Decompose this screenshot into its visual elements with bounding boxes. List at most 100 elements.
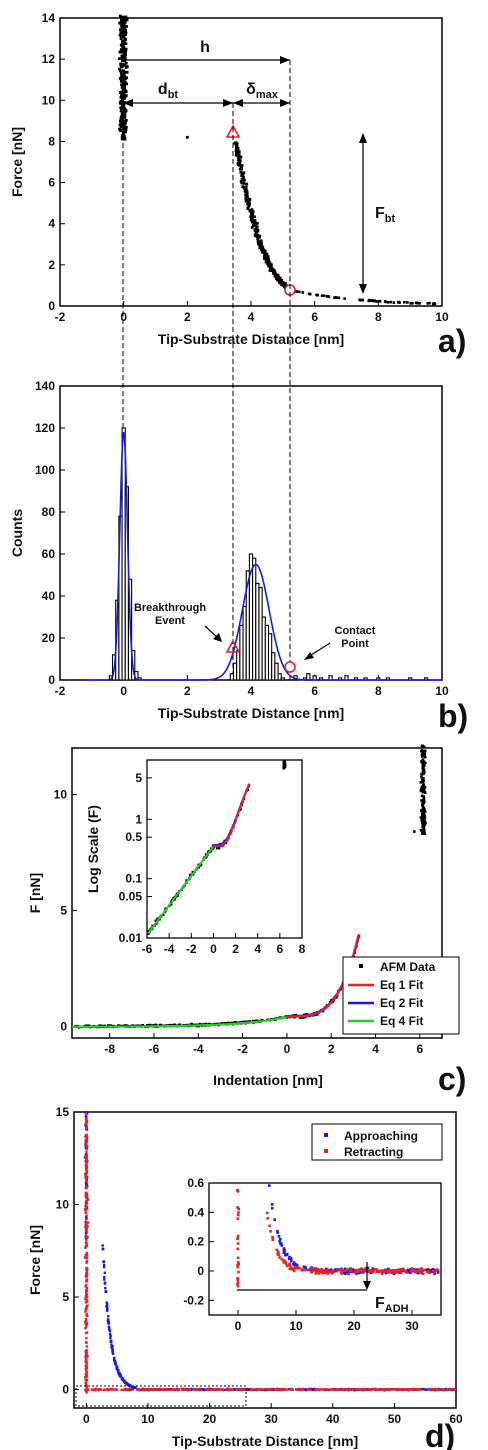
- panel-c-inset-x-tick-label: -2: [186, 942, 197, 956]
- retract-point: [198, 1388, 202, 1391]
- retract-point: [85, 1257, 89, 1260]
- force-point: [237, 159, 241, 163]
- force-point: [121, 95, 125, 99]
- inset-retract-point: [427, 1269, 431, 1273]
- retract-point: [361, 1388, 364, 1391]
- retract-point: [258, 1388, 261, 1391]
- approach-point: [109, 1336, 112, 1340]
- panel-d-y-tick-label: 0: [62, 1383, 69, 1397]
- inset-retract-point: [385, 1269, 388, 1273]
- inset-retract-point: [315, 1270, 318, 1274]
- force-point: [122, 42, 126, 45]
- breakthrough-pointer-head: [213, 633, 222, 642]
- afm-point: [423, 819, 426, 823]
- afm-point: [420, 759, 423, 763]
- force-point: [325, 294, 329, 298]
- force-point: [315, 293, 319, 297]
- force-point: [124, 61, 128, 65]
- retract-point: [85, 1261, 88, 1264]
- approach-point: [202, 1388, 205, 1391]
- retract-point: [282, 1388, 285, 1391]
- panel-d-x-tick-label: 0: [83, 1412, 90, 1426]
- retract-point: [86, 1198, 90, 1201]
- force-point: [244, 193, 248, 197]
- inset-retract-point: [236, 1284, 240, 1288]
- afm-point: [154, 1023, 157, 1027]
- afm-point: [423, 791, 427, 794]
- force-point: [123, 123, 126, 127]
- panel-c-label: c): [438, 1061, 466, 1097]
- afm-point: [420, 787, 423, 791]
- retract-point: [261, 1388, 264, 1391]
- inset-eq1-fit: [213, 783, 251, 848]
- approach-point: [133, 1386, 136, 1389]
- afm-point: [422, 764, 426, 767]
- inset-retract-point: [344, 1269, 348, 1273]
- afm-point: [419, 816, 423, 819]
- fbt-label: Fbt: [375, 205, 396, 225]
- panel-b-y-tick-label: 80: [42, 505, 56, 519]
- retract-point: [84, 1296, 87, 1299]
- retract-point: [85, 1391, 88, 1394]
- panel-b-label: b): [438, 698, 468, 734]
- retract-point: [85, 1336, 88, 1340]
- panel-a-x-tick-label: 10: [435, 310, 449, 324]
- force-point: [124, 128, 128, 132]
- delta-label: δmax: [246, 81, 279, 101]
- breakthrough-line2: Event: [155, 615, 185, 627]
- force-point: [277, 278, 281, 282]
- adh-sub: ADH: [385, 1303, 409, 1315]
- force-point: [256, 228, 260, 232]
- adh-main: F: [375, 1295, 385, 1312]
- force-point: [320, 294, 324, 297]
- inset-retract-point: [402, 1268, 406, 1272]
- delta-arrowhead-right: [280, 99, 290, 107]
- force-point: [124, 118, 128, 122]
- inset-approach-point: [295, 1263, 299, 1267]
- inset-retract-point: [236, 1206, 239, 1209]
- retract-point: [85, 1314, 88, 1317]
- retract-point: [219, 1388, 222, 1391]
- force-point: [279, 278, 283, 282]
- panel-d-inset-x-tick-label: 30: [405, 1319, 419, 1333]
- force-point: [235, 142, 239, 146]
- panel-b-x-tick-label: 2: [184, 684, 191, 698]
- force-point: [259, 239, 263, 243]
- inset-retract-point: [347, 1272, 350, 1276]
- inset-approach-point: [333, 1268, 337, 1272]
- inset-afm-point: [147, 932, 150, 936]
- force-point: [260, 250, 264, 254]
- inset-retract-point: [341, 1269, 345, 1272]
- force-point: [123, 112, 127, 116]
- inset-retract-point: [320, 1270, 324, 1273]
- force-point: [276, 276, 280, 280]
- panel-c-inset-y-tick-label: 0.05: [119, 890, 143, 904]
- force-point: [256, 237, 260, 241]
- force-point: [122, 25, 126, 29]
- inset-approach-point: [287, 1257, 291, 1261]
- retract-point: [176, 1388, 179, 1391]
- force-point: [244, 189, 248, 193]
- inset-retract-point: [236, 1281, 240, 1285]
- inset-retract-point: [362, 1271, 365, 1274]
- fbt-main: F: [375, 205, 385, 222]
- retract-point: [160, 1388, 163, 1391]
- force-point: [124, 42, 128, 46]
- force-point: [327, 295, 331, 299]
- force-point: [246, 198, 250, 202]
- retract-point: [359, 1388, 362, 1391]
- retract-point: [240, 1387, 243, 1391]
- inset-retract-point: [337, 1267, 340, 1271]
- panel-b-gaussian-fit: [85, 432, 442, 681]
- retract-point: [120, 1388, 123, 1392]
- inset-retract-point: [314, 1272, 318, 1275]
- force-point: [120, 122, 124, 126]
- retract-point: [235, 1388, 238, 1391]
- retract-point: [314, 1388, 317, 1392]
- retract-point: [85, 1291, 88, 1294]
- force-point: [253, 233, 257, 237]
- afm-point: [421, 763, 425, 766]
- retract-point: [84, 1364, 88, 1368]
- retract-point: [205, 1387, 208, 1391]
- force-point: [283, 284, 287, 288]
